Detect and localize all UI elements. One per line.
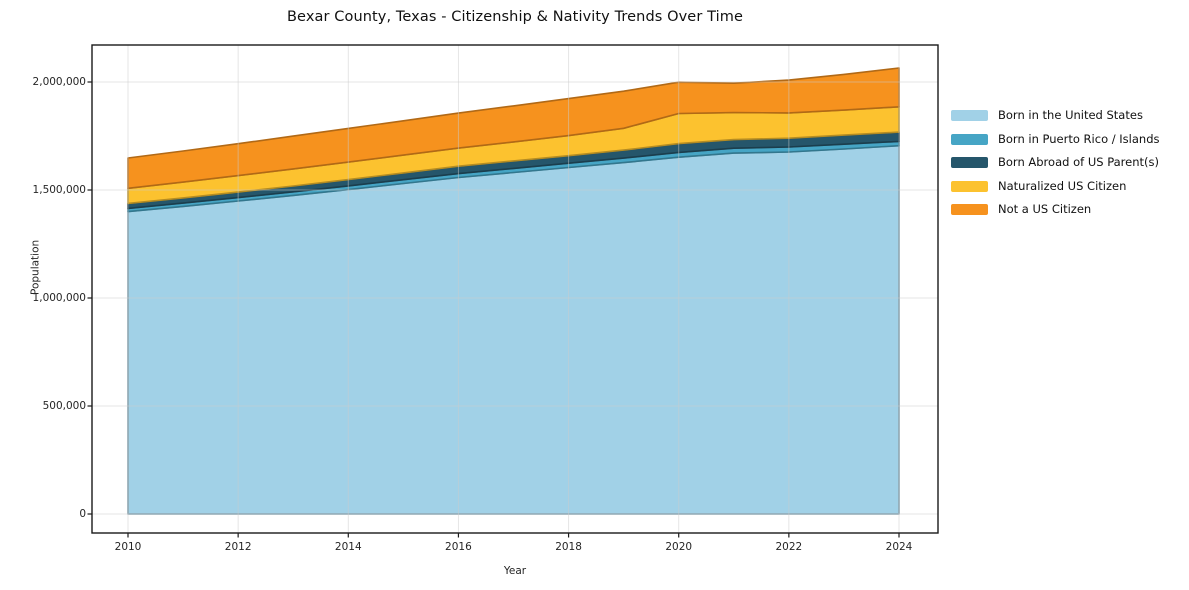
legend-swatch-icon bbox=[951, 204, 988, 215]
plot-frame bbox=[91, 44, 939, 534]
legend-swatch-icon bbox=[951, 110, 988, 121]
y-tick-label: 2,000,000 bbox=[32, 76, 86, 88]
y-tick-label: 1,000,000 bbox=[32, 292, 86, 304]
legend-label: Born Abroad of US Parent(s) bbox=[998, 155, 1159, 169]
x-tick-label: 2020 bbox=[665, 541, 693, 553]
legend-swatch-icon bbox=[951, 180, 988, 192]
legend-swatch-icon bbox=[951, 157, 988, 168]
chart-title: Bexar County, Texas - Citizenship & Nati… bbox=[287, 9, 743, 25]
x-tick-label: 2024 bbox=[885, 541, 913, 553]
x-tick-label: 2022 bbox=[775, 541, 803, 553]
x-tick-label: 2012 bbox=[224, 541, 252, 553]
legend-label: Born in the United States bbox=[998, 108, 1143, 122]
x-tick-label: 2016 bbox=[445, 541, 472, 553]
y-tick-label: 500,000 bbox=[42, 400, 86, 412]
legend-swatch-icon bbox=[951, 133, 988, 145]
legend-item: Not a US Citizen bbox=[951, 202, 1160, 216]
x-tick-label: 2014 bbox=[334, 541, 362, 553]
y-tick-label: 0 bbox=[79, 508, 86, 520]
legend-item: Born in the United States bbox=[951, 108, 1160, 122]
legend-label: Not a US Citizen bbox=[998, 202, 1092, 216]
legend-item: Born in Puerto Rico / Islands bbox=[951, 131, 1160, 146]
legend-item: Naturalized US Citizen bbox=[951, 178, 1160, 193]
x-tick-label: 2018 bbox=[555, 541, 582, 553]
legend: Born in the United States Born in Puerto … bbox=[951, 108, 1160, 216]
legend-label: Naturalized US Citizen bbox=[998, 178, 1127, 193]
y-axis-label: Population bbox=[29, 239, 42, 295]
legend-label: Born in Puerto Rico / Islands bbox=[998, 131, 1160, 146]
x-tick-label: 2010 bbox=[114, 541, 142, 553]
legend-item: Born Abroad of US Parent(s) bbox=[951, 155, 1160, 169]
y-tick-label: 1,500,000 bbox=[32, 184, 86, 196]
x-axis-label: Year bbox=[503, 565, 527, 577]
